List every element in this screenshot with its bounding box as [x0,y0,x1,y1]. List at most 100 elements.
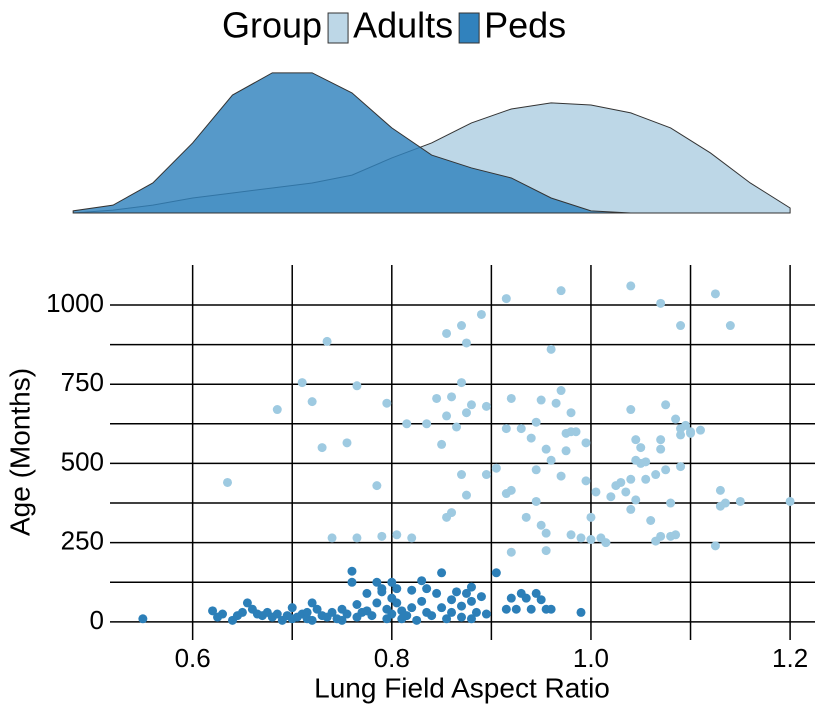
point [307,615,317,625]
point [432,393,442,403]
point [362,588,372,598]
point [586,512,596,522]
point [412,615,422,625]
point [556,471,566,481]
point [516,424,526,434]
point [501,604,511,614]
point [387,609,397,619]
point [481,470,491,480]
point [541,444,551,454]
point [317,443,327,453]
point [387,577,397,587]
point [287,603,297,613]
point [466,582,476,592]
point [223,477,232,487]
point [506,593,516,603]
point [491,568,501,578]
point [656,435,666,445]
point [377,531,387,541]
point [392,530,402,540]
point [461,490,471,500]
point [476,592,486,602]
point [491,463,501,473]
point [352,533,362,543]
point [686,427,696,437]
point [521,593,531,603]
point [656,298,666,308]
point [237,607,247,617]
point [307,598,317,608]
point [621,487,631,497]
point [566,408,576,418]
point [476,309,486,319]
point [352,381,362,391]
point [586,535,596,545]
point [437,568,447,578]
point [417,596,427,606]
point [551,398,561,408]
point [676,462,686,472]
point [546,455,556,465]
point [626,405,636,415]
point [526,604,536,614]
point [437,439,447,449]
point [442,614,452,624]
point [461,588,471,598]
point [372,598,382,608]
point [556,286,566,296]
point [671,530,681,540]
x-tick-label: 1.2 [772,643,808,673]
point [681,420,691,430]
point [452,587,462,597]
point [302,607,312,617]
point [661,465,671,475]
point [457,321,467,331]
point [218,609,228,619]
point [511,604,521,614]
point [591,487,601,497]
point [501,294,511,304]
x-axis-title: Lung Field Aspect Ratio [314,672,610,703]
point [272,609,282,619]
point [481,401,491,411]
point [656,444,666,454]
point [347,566,357,576]
point [581,476,591,486]
point [626,474,636,484]
point [322,336,332,346]
point [442,328,452,338]
point [506,485,516,495]
point [242,598,252,608]
point [407,533,417,543]
point [531,465,541,475]
point [447,392,457,402]
point [631,435,641,445]
point [501,424,511,434]
point [432,588,442,598]
point [447,607,457,617]
point [626,281,636,291]
point [616,477,626,487]
point [392,598,402,608]
point [676,430,686,440]
y-tick-label: 1000 [46,288,104,318]
point [461,408,471,418]
point [576,533,586,543]
point [735,496,745,506]
point [581,438,591,448]
point [541,546,551,556]
x-tick-label: 0.8 [374,643,410,673]
point [641,474,651,484]
legend-label: Peds [484,5,566,46]
point [138,614,148,624]
point [402,419,412,429]
point [407,585,417,595]
point [561,446,571,456]
point [651,470,661,480]
point [626,504,636,514]
legend-label: Adults [353,5,453,46]
point [531,417,541,427]
point [785,496,795,506]
point [710,541,720,551]
point [327,607,337,617]
